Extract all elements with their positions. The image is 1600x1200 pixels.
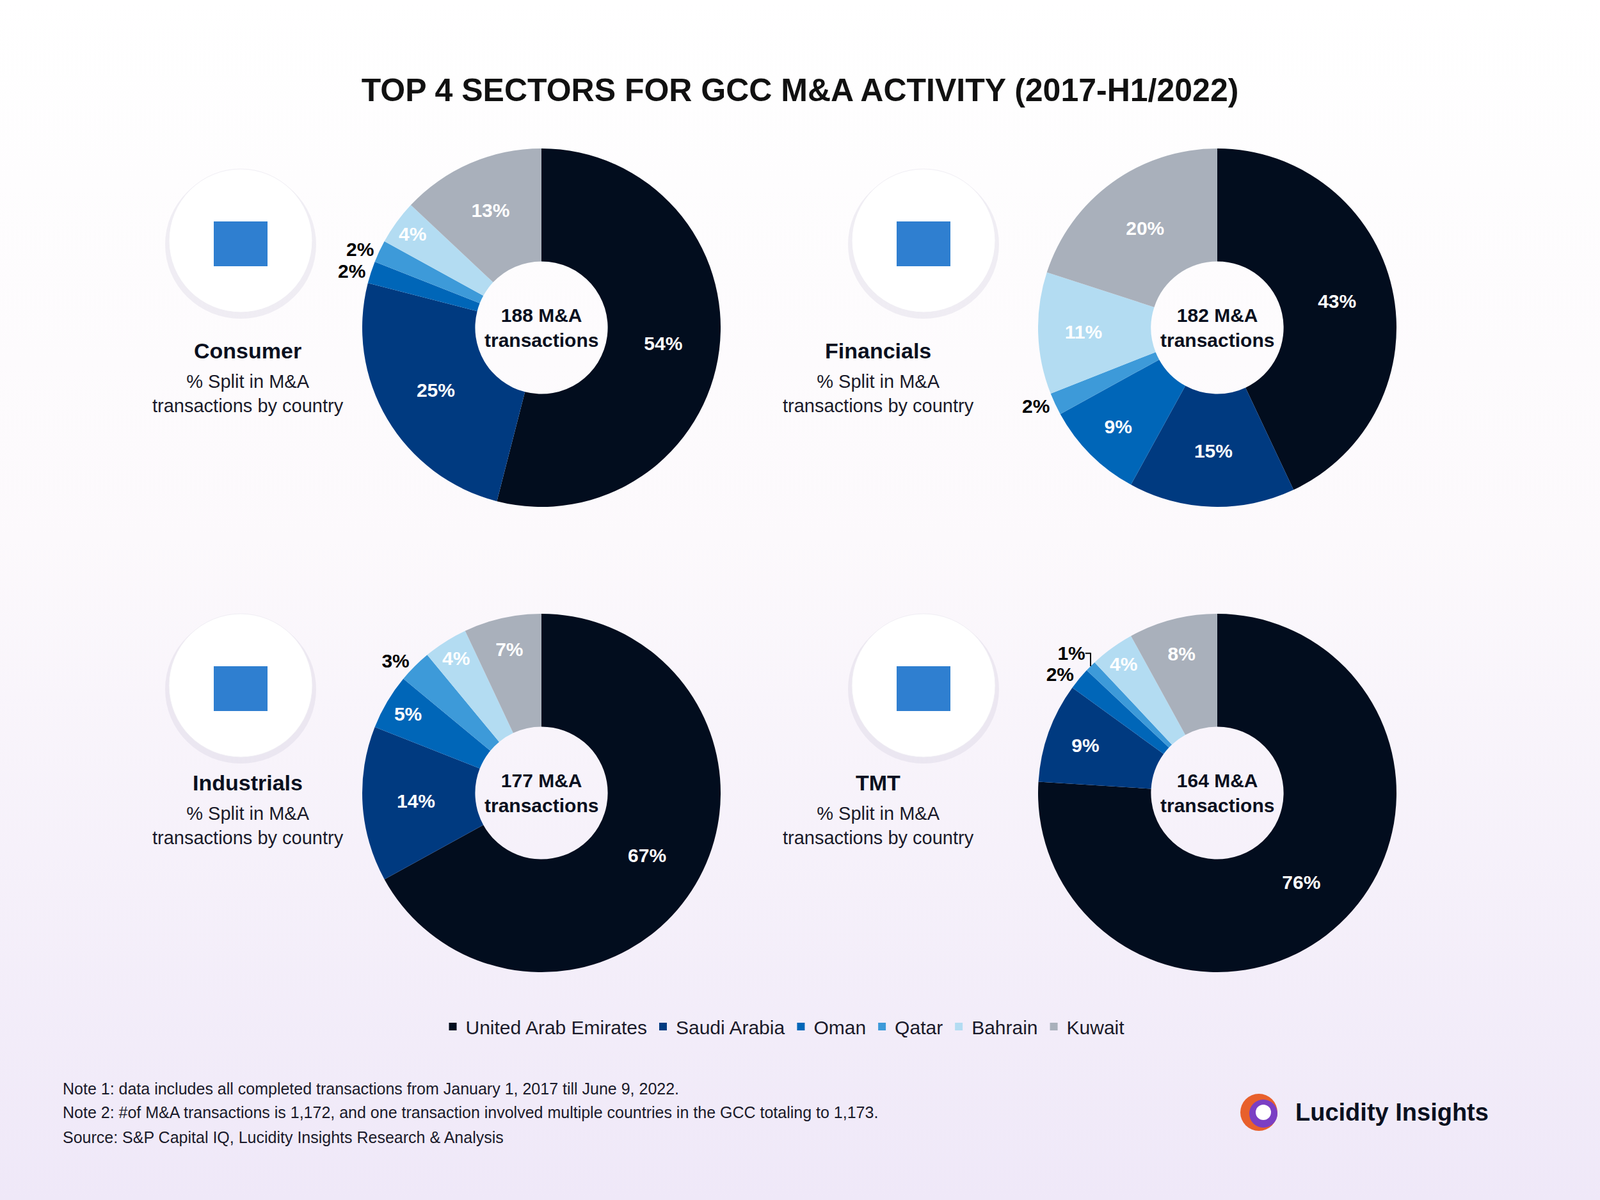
svg-text:2%: 2% [346, 238, 374, 260]
svg-text:7%: 7% [495, 638, 523, 660]
svg-text:43%: 43% [1317, 290, 1357, 312]
svg-text:Industrials: Industrials [192, 770, 303, 795]
svg-text:% Split in M&Atransactions by: % Split in M&Atransactions by country [152, 803, 344, 848]
svg-text:4%: 4% [1109, 653, 1138, 675]
svg-text:Consumer: Consumer [193, 338, 302, 363]
svg-text:2%: 2% [337, 260, 366, 282]
svg-text:20%: 20% [1125, 217, 1165, 239]
svg-text:15%: 15% [1194, 440, 1233, 462]
svg-text:5%: 5% [394, 703, 422, 725]
svg-text:9%: 9% [1104, 416, 1133, 438]
svg-text:TMT: TMT [855, 770, 901, 795]
svg-text:3%: 3% [381, 650, 409, 672]
svg-text:182 M&Atransactions: 182 M&Atransactions [1160, 304, 1275, 351]
svg-text:177 M&Atransactions: 177 M&Atransactions [484, 769, 599, 816]
svg-text:Note 2: #of M&A transactions i: Note 2: #of M&A transactions is 1,172, a… [62, 1103, 879, 1122]
svg-text:4%: 4% [442, 647, 470, 669]
svg-text:Note 1: data includes all comp: Note 1: data includes all completed tran… [62, 1079, 680, 1098]
svg-text:Qatar: Qatar [894, 1016, 943, 1039]
svg-text:Bahrain: Bahrain [971, 1016, 1038, 1039]
svg-text:2%: 2% [1046, 663, 1074, 685]
svg-text:Financials: Financials [824, 338, 932, 363]
svg-text:11%: 11% [1064, 321, 1103, 343]
svg-text:Source: S&P Capital IQ, Lucidi: Source: S&P Capital IQ, Lucidity Insight… [62, 1128, 504, 1147]
svg-text:14%: 14% [396, 790, 436, 812]
svg-text:188 M&Atransactions: 188 M&Atransactions [484, 304, 599, 351]
svg-text:Saudi Arabia: Saudi Arabia [675, 1016, 785, 1039]
svg-text:2%: 2% [1022, 395, 1050, 417]
svg-text:% Split in M&Atransactions by: % Split in M&Atransactions by country [782, 371, 975, 416]
svg-text:Kuwait: Kuwait [1066, 1016, 1126, 1039]
svg-text:Oman: Oman [813, 1016, 866, 1039]
svg-text:% Split in M&Atransactions by: % Split in M&Atransactions by country [152, 371, 344, 416]
svg-text:1%: 1% [1057, 642, 1085, 664]
svg-text:8%: 8% [1168, 643, 1196, 665]
svg-text:United Arab Emirates: United Arab Emirates [465, 1016, 648, 1039]
svg-text:9%: 9% [1071, 734, 1099, 756]
svg-text:76%: 76% [1281, 871, 1321, 893]
svg-text:54%: 54% [643, 332, 683, 354]
svg-text:13%: 13% [471, 199, 510, 221]
svg-text:67%: 67% [627, 844, 667, 866]
svg-text:% Split in M&Atransactions by: % Split in M&Atransactions by country [782, 803, 975, 848]
svg-text:TOP 4 SECTORS FOR GCC M&A ACTI: TOP 4 SECTORS FOR GCC M&A ACTIVITY (2017… [361, 72, 1240, 109]
svg-text:25%: 25% [416, 379, 456, 401]
svg-text:4%: 4% [398, 223, 427, 245]
svg-text:164 M&Atransactions: 164 M&Atransactions [1160, 769, 1275, 816]
svg-text:Lucidity Insights: Lucidity Insights [1295, 1098, 1489, 1126]
